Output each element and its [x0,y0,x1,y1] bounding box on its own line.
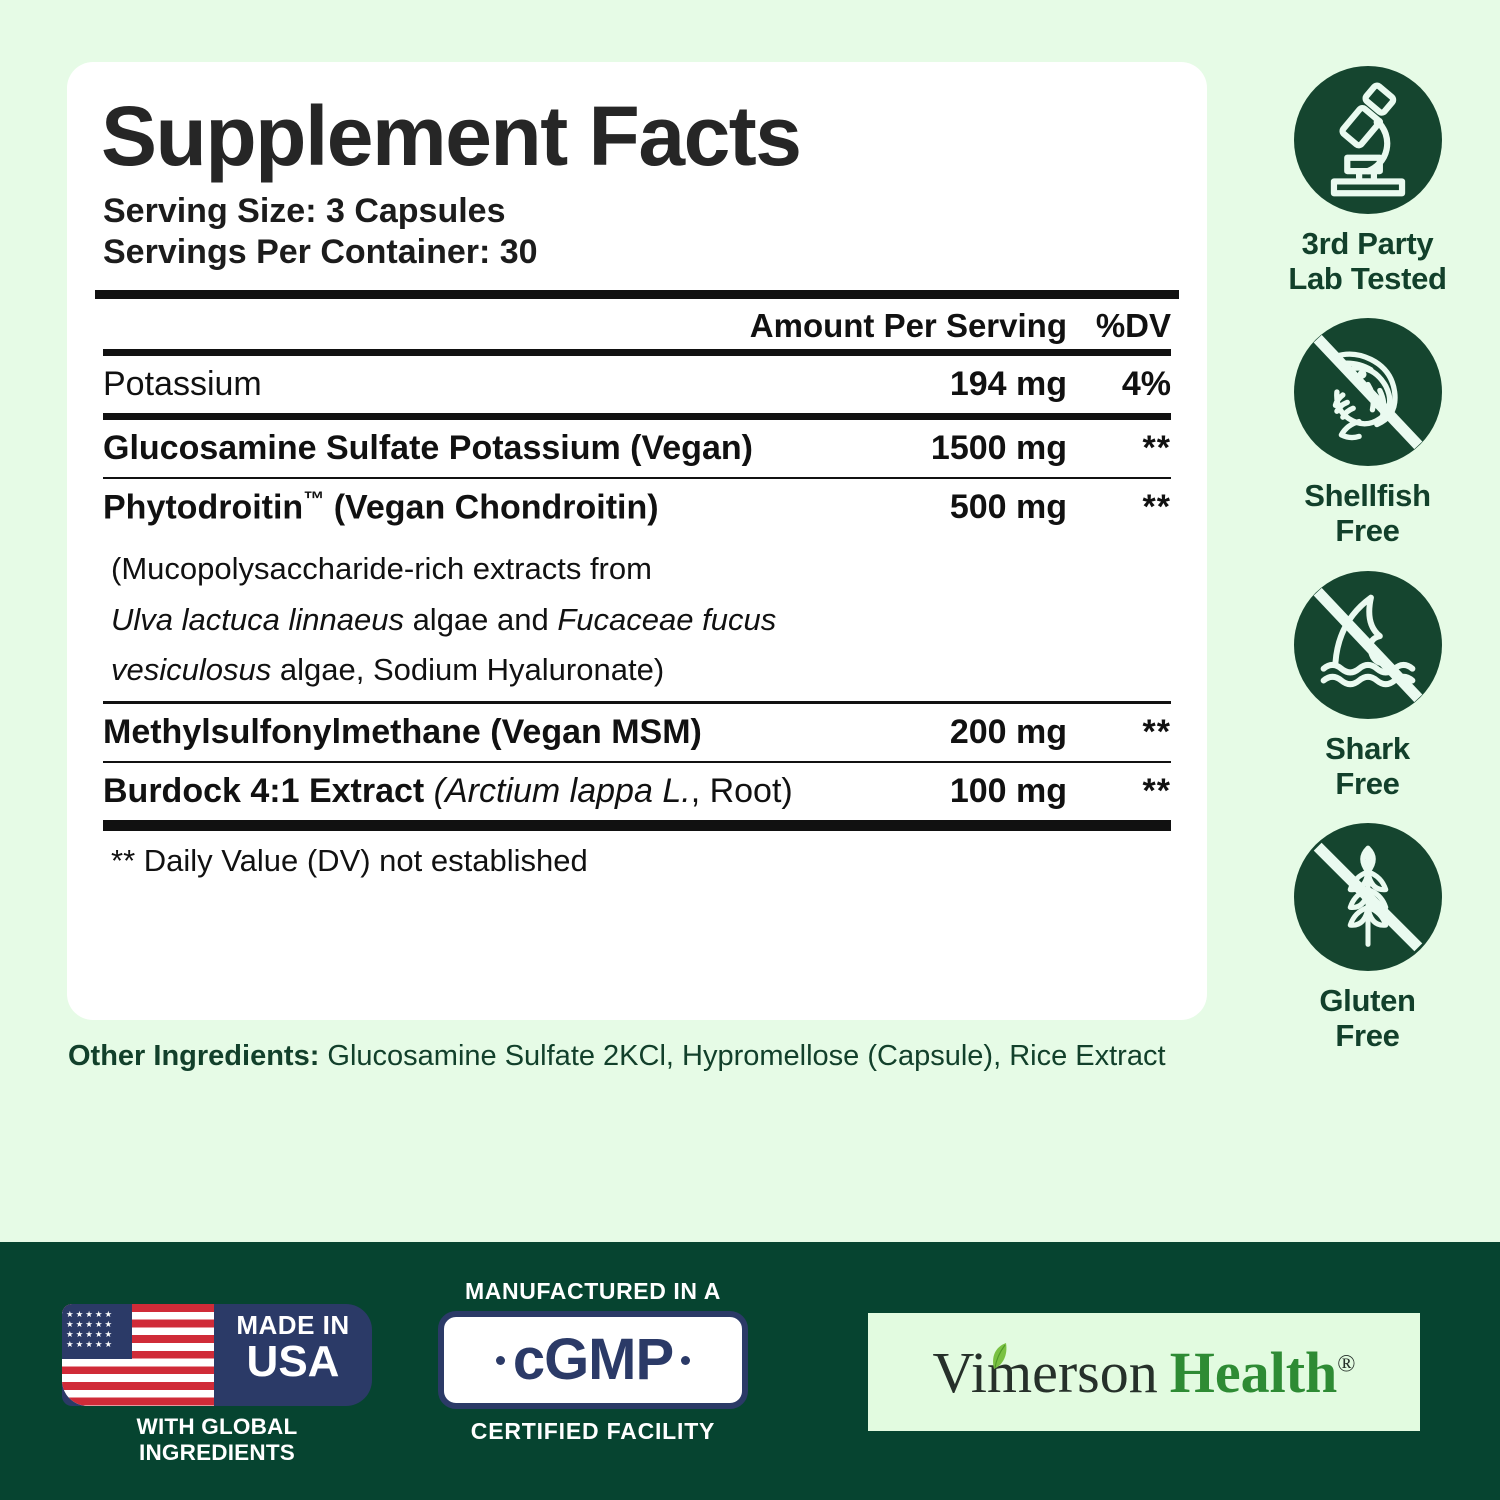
badge-gluten-free: Gluten Free [1250,823,1485,1053]
row-dv: ** [1142,712,1171,751]
badge-label-line2: Free [1335,513,1400,549]
leaf-icon [993,1342,1007,1369]
divider-row-2 [103,476,1171,480]
brand-name-part1: Vimerson [932,1339,1158,1405]
header-percent-dv: %DV [1095,306,1171,344]
registered-mark: ® [1337,1351,1356,1378]
row-dv: ** [1142,488,1171,527]
made-in-usa-badge: ★★★★★ ★★★★★ ★★★★★ ★★★★★ MADE IN USA WITH GL… [62,1304,372,1466]
row-dv: ** [1142,772,1171,811]
row-name-species: (Arctium lappa L. [424,772,691,811]
usa-sublabel: WITH GLOBAL INGREDIENTS [136,1414,298,1465]
cgmp-top-label: MANUFACTURED IN A [465,1278,721,1304]
other-ingredients-value: Glucosamine Sulfate 2KCl, Hypromellose (… [319,1040,1166,1072]
badge-shark-free: Shark Free [1250,570,1485,801]
cgmp-plate: cGMP [438,1311,748,1409]
usa-label: USA [246,1337,340,1386]
row-name: Phytodroitin™ (Vegan Chondroitin) [103,488,871,527]
row-name-bold: Burdock 4:1 Extract [103,772,425,811]
divider-top [95,289,1179,299]
footer-bar: ★★★★★ ★★★★★ ★★★★★ ★★★★★ MADE IN USA WITH GL… [0,1242,1500,1500]
table-row: Burdock 4:1 Extract (Arctium lappa L., R… [103,763,1171,820]
other-ingredients: Other Ingredients: Glucosamine Sulfate 2… [68,1038,1268,1074]
divider-row-1 [103,412,1171,420]
table-row: Potassium 194 mg 4% [103,356,1171,413]
cgmp-bottom-label: CERTIFIED FACILITY [470,1418,716,1444]
row-name: Burdock 4:1 Extract (Arctium lappa L., R… [103,772,871,811]
usa-plate: ★★★★★ ★★★★★ ★★★★★ ★★★★★ MADE IN USA [62,1304,372,1406]
divider-bottom [103,820,1171,832]
table-row: Phytodroitin™ (Vegan Chondroitin) 500 mg… [103,479,1171,536]
trademark-symbol: ™ [303,488,325,512]
row-name: Potassium [103,364,262,403]
badge-label-line1: 3rd Party [1301,226,1434,261]
brand-name-part2: Health [1169,1339,1338,1405]
description-line-1: (Mucopolysaccharide-rich extracts from [111,551,652,587]
description-line-3: vesiculosus algae, Sodium Hyaluronate) [111,645,1163,695]
table-header-row: Amount Per Serving %DV [103,299,1171,349]
badge-label-line1: Shellfish [1304,478,1431,514]
usa-made-label: MADE IN [236,1310,350,1340]
servings-per-container-line: Servings Per Container: 30 [103,233,538,272]
row-amount: 500 mg [949,488,1067,527]
brand-logo: Vimerson Health® [868,1313,1420,1431]
serving-size-line: Serving Size: 3 Capsules [103,191,506,230]
badge-shellfish-free: Shellfish Free [1250,318,1485,548]
microscope-icon [1293,66,1442,214]
row-amount: 1500 mg [930,428,1067,467]
cgmp-dot-right [681,1355,691,1365]
badge-label-line1: Shark [1325,730,1410,766]
badge-label: Gluten Free [1250,984,1485,1053]
row-name-main: Phytodroitin [103,488,304,527]
badge-label-line1: Gluten [1319,983,1416,1019]
badge-label-line2: Free [1335,765,1400,801]
cgmp-badge: MANUFACTURED IN A cGMP CERTIFIED FACILIT… [436,1278,750,1445]
certification-badge-column: 3rd Party Lab Tested [1250,66,1485,1076]
flag-canton [62,1304,132,1359]
badge-label: 3rd Party Lab Tested [1250,226,1485,296]
divider-row-3 [103,701,1171,704]
flag-stars: ★★★★★ ★★★★★ ★★★★★ ★★★★★ [66,1309,115,1349]
description-tail: algae, Sodium Hyaluronate) [271,651,665,687]
cgmp-word: cGMP [512,1327,674,1392]
row-amount: 200 mg [949,712,1067,751]
facts-table: Amount Per Serving %DV Potassium 194 mg … [103,299,1171,879]
badge-lab-tested: 3rd Party Lab Tested [1250,66,1485,296]
divider-row-4 [103,760,1171,764]
description-line-2: Ulva lactuca linnaeus algae and Fucaceae… [111,595,1163,645]
description-conjunction: algae and [403,601,558,637]
row-name-tail: , Root) [690,772,793,811]
species-name-2: Fucaceae fucus [557,601,777,637]
daily-value-footnote: ** Daily Value (DV) not established [111,843,588,879]
badge-label: Shellfish Free [1250,479,1485,548]
row-amount: 194 mg [949,364,1067,403]
us-flag-icon: ★★★★★ ★★★★★ ★★★★★ ★★★★★ [62,1304,214,1406]
row-dv: 4% [1121,364,1171,403]
species-name-3: vesiculosus [111,651,272,687]
usa-text: MADE IN USA [218,1310,368,1384]
row-name-rest: (Vegan Chondroitin) [324,488,659,527]
other-ingredients-label: Other Ingredients: [68,1040,320,1072]
supplement-facts-card: Supplement Facts Serving Size: 3 Capsule… [67,62,1207,1020]
badge-label-line2: Free [1335,1018,1400,1054]
badge-label-line2: Lab Tested [1288,260,1447,296]
species-name-1: Ulva lactuca linnaeus [111,601,404,637]
row-dv: ** [1142,428,1171,467]
wheat-no-icon [1293,823,1442,972]
shrimp-no-icon [1293,318,1442,467]
page-title: Supplement Facts [101,89,802,183]
row-name: Methylsulfonylmethane (Vegan MSM) [103,712,702,751]
phytodroitin-description: (Mucopolysaccharide-rich extracts from U… [111,536,1163,701]
divider-header [103,348,1171,356]
shark-fin-no-icon [1293,570,1442,719]
row-amount: 100 mg [949,772,1067,811]
cgmp-dot-left [495,1355,505,1365]
table-row: Methylsulfonylmethane (Vegan MSM) 200 mg… [103,704,1171,761]
row-name: Glucosamine Sulfate Potassium (Vegan) [103,428,753,467]
header-amount-per-serving: Amount Per Serving [749,306,1067,344]
badge-label: Shark Free [1250,730,1485,801]
table-row: Glucosamine Sulfate Potassium (Vegan) 15… [103,420,1171,477]
brand-logo-text: Vimerson Health® [932,1339,1355,1406]
